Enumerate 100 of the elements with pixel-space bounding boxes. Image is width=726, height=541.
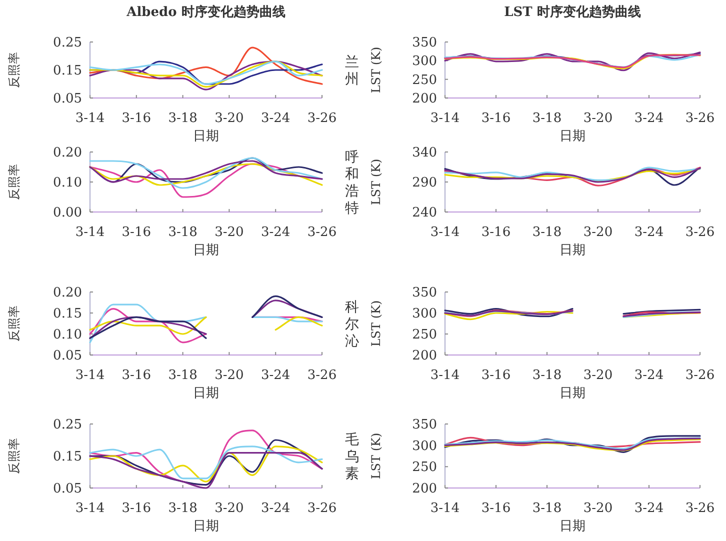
x-tick-label: 3-24	[634, 111, 664, 126]
x-tick-label: 3-24	[260, 111, 290, 126]
x-tick-label: 3-16	[481, 111, 511, 126]
text: 呼和浩特	[345, 150, 359, 216]
y-tick-label: 0.20	[53, 146, 82, 160]
x-tick-label: 3-16	[122, 501, 152, 516]
y-tick-label: 250	[412, 460, 437, 476]
x-axis-title: 日期	[193, 129, 219, 144]
line-series	[89, 439, 323, 486]
x-tick-label: 3-26	[685, 111, 715, 126]
y-tick-label: 350	[412, 36, 437, 50]
y-tick-label: 200	[412, 348, 437, 364]
x-tick-label: 3-16	[481, 225, 511, 240]
x-tick-label: 3-26	[307, 225, 337, 240]
y-tick-label: 200	[412, 482, 437, 496]
x-tick-label: 3-24	[260, 368, 290, 383]
x-axis-title: 日期	[560, 243, 586, 258]
x-axis-title: 日期	[193, 519, 219, 534]
y-tick-label: 0.10	[53, 176, 82, 190]
y-tick-label: 340	[412, 146, 437, 160]
y-tick-label: 0.10	[53, 328, 82, 342]
x-tick-label: 3-24	[634, 501, 664, 516]
y-tick-label: 350	[412, 286, 437, 300]
x-tick-label: 3-18	[532, 225, 562, 240]
x-tick-label: 3-18	[532, 111, 562, 126]
chart-title: LST 时序变化趋势曲线	[504, 4, 641, 20]
x-tick-label: 3-24	[260, 501, 290, 516]
x-tick-label: 3-14	[430, 368, 460, 383]
x-axis-title: 日期	[560, 129, 586, 144]
y-tick-label: 290	[412, 176, 437, 190]
y-tick-label: 0.05	[53, 92, 82, 106]
line-series	[89, 157, 323, 189]
x-tick-label: 3-24	[260, 225, 290, 240]
x-tick-label: 3-18	[532, 501, 562, 516]
x-tick-label: 3-20	[583, 111, 613, 126]
y-tick-label: 0.05	[53, 482, 82, 496]
y-axis-title: 反照率	[7, 164, 21, 200]
y-tick-label: 0.00	[53, 206, 82, 220]
y-axis-title: 反照率	[7, 306, 21, 342]
x-tick-label: 3-14	[75, 501, 105, 516]
text: 科尔沁	[345, 300, 359, 350]
y-tick-label: 0.05	[53, 348, 82, 364]
x-tick-label: 3-26	[307, 501, 337, 516]
x-tick-label: 3-18	[532, 368, 562, 383]
line-series	[89, 46, 323, 85]
y-tick-label: 0.15	[53, 450, 82, 464]
y-tick-label: 300	[412, 306, 437, 322]
y-axis-title: LST (K)	[369, 300, 383, 347]
y-tick-label: 0.20	[53, 286, 82, 300]
x-tick-label: 3-16	[122, 111, 152, 126]
x-tick-label: 3-14	[430, 501, 460, 516]
x-tick-label: 3-24	[634, 225, 664, 240]
y-tick-label: 240	[412, 206, 437, 220]
y-axis-title: LST (K)	[369, 158, 383, 206]
x-tick-label: 3-18	[168, 111, 198, 126]
text: 毛乌素	[345, 432, 359, 482]
y-tick-label: 300	[412, 438, 437, 454]
y-tick-label: 350	[412, 418, 437, 432]
x-tick-label: 3-20	[214, 368, 244, 383]
x-axis-title: 日期	[560, 519, 586, 534]
x-tick-label: 3-20	[214, 501, 244, 516]
y-axis-title: 反照率	[7, 52, 21, 88]
x-tick-label: 3-18	[168, 368, 198, 383]
x-tick-label: 3-24	[634, 368, 664, 383]
x-tick-label: 3-18	[168, 225, 198, 240]
x-tick-label: 3-26	[685, 501, 715, 516]
x-tick-label: 3-26	[685, 225, 715, 240]
y-tick-label: 0.25	[53, 418, 82, 432]
x-tick-label: 3-26	[307, 111, 337, 126]
y-tick-label: 250	[412, 72, 437, 88]
x-tick-label: 3-20	[583, 501, 613, 516]
x-tick-label: 3-14	[430, 111, 460, 126]
y-axis-title: 反照率	[7, 438, 21, 474]
x-tick-label: 3-20	[583, 225, 613, 240]
y-tick-label: 250	[412, 328, 437, 342]
x-tick-label: 3-14	[430, 225, 460, 240]
x-tick-label: 3-14	[75, 368, 105, 383]
x-tick-label: 3-16	[481, 368, 511, 383]
x-axis-title: 日期	[193, 243, 219, 258]
chart-title: Albedo 时序变化趋势曲线	[126, 4, 286, 20]
x-tick-label: 3-16	[122, 225, 152, 240]
text: 兰州	[345, 54, 359, 88]
x-tick-label: 3-14	[75, 225, 105, 240]
x-tick-label: 3-16	[122, 368, 152, 383]
x-tick-label: 3-14	[75, 111, 105, 126]
x-tick-label: 3-26	[307, 368, 337, 383]
y-axis-title: LST (K)	[369, 46, 383, 94]
line-series	[89, 452, 323, 489]
y-axis-title: LST (K)	[369, 432, 383, 480]
y-tick-label: 0.25	[53, 36, 82, 50]
x-tick-label: 3-20	[214, 111, 244, 126]
x-axis-title: 日期	[193, 386, 219, 401]
y-tick-label: 300	[412, 54, 437, 70]
y-tick-label: 0.15	[53, 64, 82, 78]
y-tick-label: 0.15	[53, 306, 82, 322]
y-tick-label: 200	[412, 92, 437, 106]
x-tick-label: 3-20	[583, 368, 613, 383]
x-axis-title: 日期	[560, 386, 586, 401]
x-tick-label: 3-16	[481, 501, 511, 516]
x-tick-label: 3-18	[168, 501, 198, 516]
